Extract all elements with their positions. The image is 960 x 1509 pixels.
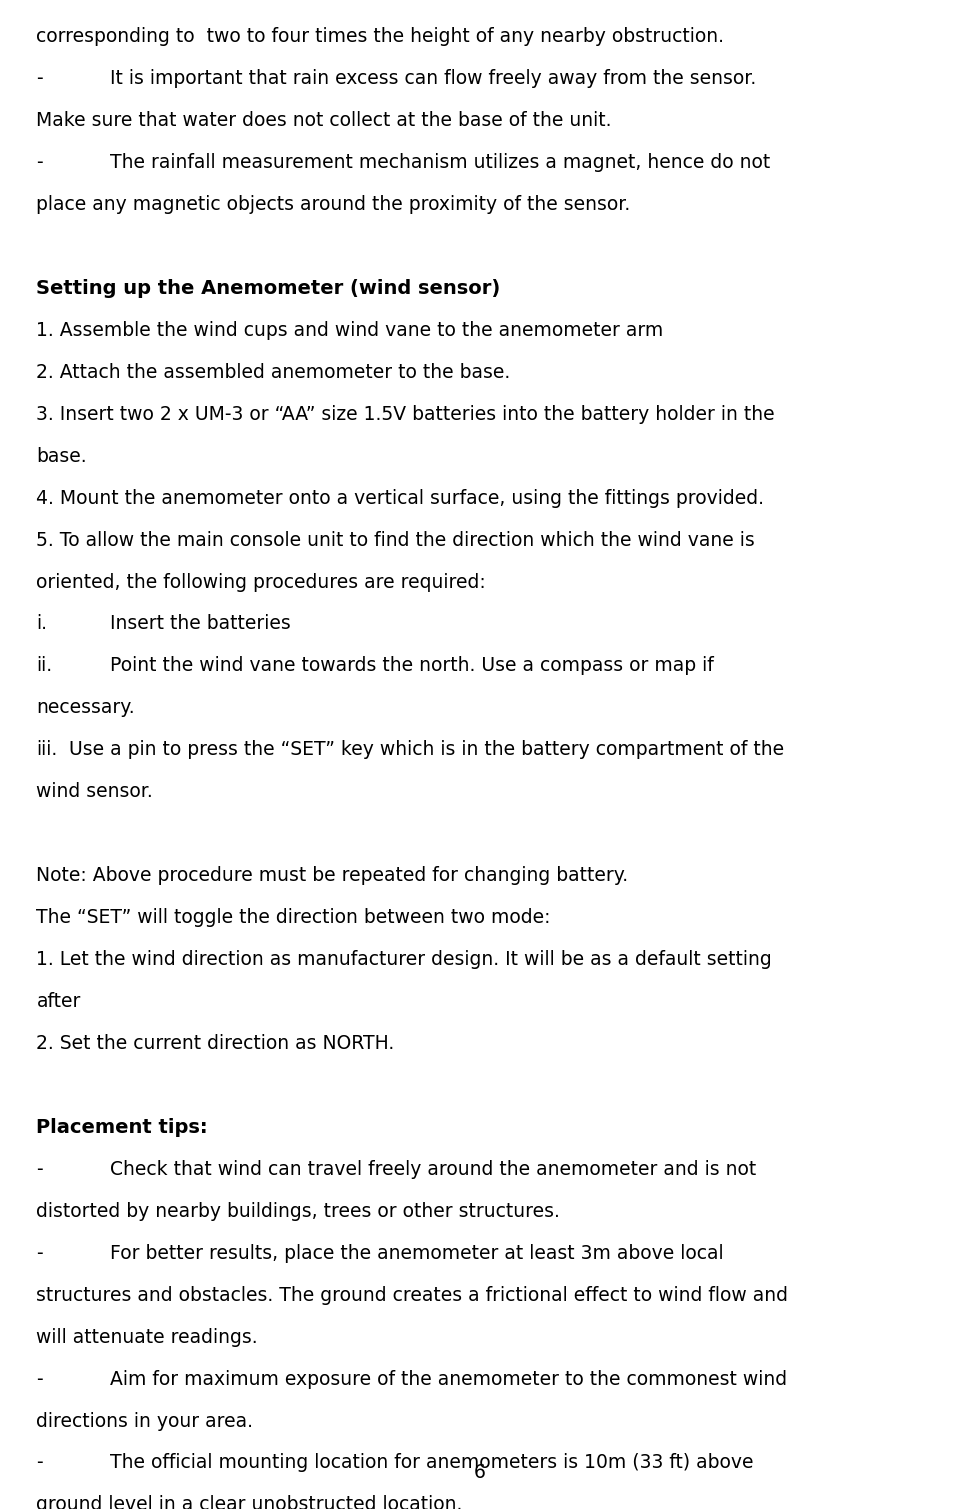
Text: corresponding to  two to four times the height of any nearby obstruction.: corresponding to two to four times the h… <box>36 27 725 47</box>
Text: structures and obstacles. The ground creates a frictional effect to wind flow an: structures and obstacles. The ground cre… <box>36 1286 788 1305</box>
Text: -: - <box>36 1453 43 1473</box>
Text: oriented, the following procedures are required:: oriented, the following procedures are r… <box>36 572 486 592</box>
Text: -: - <box>36 1370 43 1388</box>
Text: Point the wind vane towards the north. Use a compass or map if: Point the wind vane towards the north. U… <box>110 656 714 676</box>
Text: ground level in a clear unobstructed location.: ground level in a clear unobstructed loc… <box>36 1495 463 1509</box>
Text: The official mounting location for anemometers is 10m (33 ft) above: The official mounting location for anemo… <box>110 1453 754 1473</box>
Text: Setting up the Anemometer (wind sensor): Setting up the Anemometer (wind sensor) <box>36 279 501 297</box>
Text: It is important that rain excess can flow freely away from the sensor.: It is important that rain excess can flo… <box>110 69 756 88</box>
Text: -: - <box>36 1243 43 1263</box>
Text: The rainfall measurement mechanism utilizes a magnet, hence do not: The rainfall measurement mechanism utili… <box>110 152 771 172</box>
Text: Aim for maximum exposure of the anemometer to the commonest wind: Aim for maximum exposure of the anemomet… <box>110 1370 787 1388</box>
Text: Insert the batteries: Insert the batteries <box>110 614 291 634</box>
Text: 2. Set the current direction as NORTH.: 2. Set the current direction as NORTH. <box>36 1034 395 1053</box>
Text: i.: i. <box>36 614 47 634</box>
Text: distorted by nearby buildings, trees or other structures.: distorted by nearby buildings, trees or … <box>36 1201 561 1221</box>
Text: Check that wind can travel freely around the anemometer and is not: Check that wind can travel freely around… <box>110 1160 756 1179</box>
Text: Make sure that water does not collect at the base of the unit.: Make sure that water does not collect at… <box>36 112 612 130</box>
Text: Placement tips:: Placement tips: <box>36 1118 208 1136</box>
Text: Use a pin to press the “SET” key which is in the battery compartment of the: Use a pin to press the “SET” key which i… <box>69 741 784 759</box>
Text: Note: Above procedure must be repeated for changing battery.: Note: Above procedure must be repeated f… <box>36 866 629 886</box>
Text: iii.: iii. <box>36 741 58 759</box>
Text: The “SET” will toggle the direction between two mode:: The “SET” will toggle the direction betw… <box>36 908 551 927</box>
Text: For better results, place the anemometer at least 3m above local: For better results, place the anemometer… <box>110 1243 724 1263</box>
Text: will attenuate readings.: will attenuate readings. <box>36 1328 258 1346</box>
Text: 5. To allow the main console unit to find the direction which the wind vane is: 5. To allow the main console unit to fin… <box>36 531 756 549</box>
Text: 2. Attach the assembled anemometer to the base.: 2. Attach the assembled anemometer to th… <box>36 362 511 382</box>
Text: place any magnetic objects around the proximity of the sensor.: place any magnetic objects around the pr… <box>36 195 631 214</box>
Text: 3. Insert two 2 x UM-3 or “AA” size 1.5V batteries into the battery holder in th: 3. Insert two 2 x UM-3 or “AA” size 1.5V… <box>36 404 775 424</box>
Text: 6: 6 <box>474 1462 486 1482</box>
Text: 1. Assemble the wind cups and wind vane to the anemometer arm: 1. Assemble the wind cups and wind vane … <box>36 321 663 340</box>
Text: ii.: ii. <box>36 656 53 676</box>
Text: -: - <box>36 69 43 88</box>
Text: -: - <box>36 1160 43 1179</box>
Text: 4. Mount the anemometer onto a vertical surface, using the fittings provided.: 4. Mount the anemometer onto a vertical … <box>36 489 764 507</box>
Text: necessary.: necessary. <box>36 699 135 717</box>
Text: -: - <box>36 152 43 172</box>
Text: base.: base. <box>36 447 87 466</box>
Text: wind sensor.: wind sensor. <box>36 782 154 801</box>
Text: 1. Let the wind direction as manufacturer design. It will be as a default settin: 1. Let the wind direction as manufacture… <box>36 951 772 969</box>
Text: directions in your area.: directions in your area. <box>36 1411 253 1431</box>
Text: after: after <box>36 991 81 1011</box>
